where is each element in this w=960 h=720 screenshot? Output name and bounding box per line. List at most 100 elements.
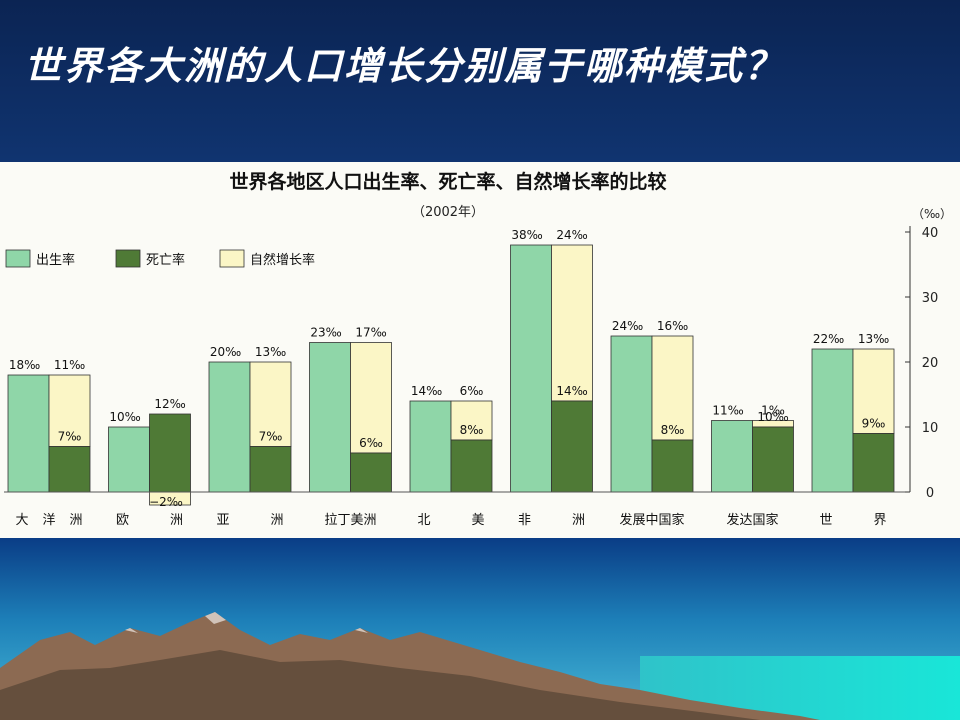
data-label-natural-growth: −2‰ [149,495,183,509]
y-tick-label: 40 [922,226,939,241]
category-label-char: 界 [873,513,886,528]
legend-swatch [5,249,31,268]
category-labels: 大洋洲欧洲亚洲拉丁美洲北美非洲发展中国家 发达国家世界 [15,512,886,528]
bar-natural-growth [350,342,392,454]
y-tick-label: 10 [922,421,939,436]
bar-group: 22‰ 13‰ 9‰ [811,332,895,493]
mountain-shade [0,650,760,720]
data-label-death-rate: 8‰ [661,423,685,437]
bar-natural-growth [852,348,895,434]
data-label-death-rate: 9‰ [862,417,886,431]
data-label-birth-rate: 38‰ [511,228,542,242]
data-label-death-rate: 8‰ [460,423,484,437]
bar-group: 20‰ 13‰ 7‰ [208,345,292,493]
legend-label: 出生率 [36,252,75,268]
bar-natural-growth [551,244,593,402]
legend-swatch [115,249,141,268]
category-label-char: 美 [471,513,484,528]
header-band [0,0,960,162]
data-label-natural-growth: 1‰ [761,404,785,418]
category-label-char: 欧 [116,513,129,528]
bar-death-rate [350,452,392,493]
bar-chart: 世界各地区人口出生率、死亡率、自然增长率的比较 （2002年） （‰） 出生率 死… [4,170,952,528]
bar-death-rate [651,439,694,493]
data-label-birth-rate: 14‰ [411,384,442,398]
bar-death-rate [752,426,794,493]
category-label-char: 大 [15,513,28,528]
data-label-natural-growth: 17‰ [355,326,386,340]
bar-group: 38‰ 24‰ 14‰ [510,228,593,493]
bar-birth-rate [309,342,351,493]
y-axis-unit: （‰） [912,207,952,221]
category-label-char: 洲 [270,513,283,528]
data-label-birth-rate: 24‰ [612,319,643,333]
data-label-death-rate: 10‰ [757,410,788,424]
bar-death-rate [852,433,895,493]
data-label-natural-growth: 6‰ [460,384,484,398]
chart-title: 世界各地区人口出生率、死亡率、自然增长率的比较 [229,170,666,193]
bar-group: 18‰ 11‰ 7‰ [7,358,91,493]
bar-death-rate [551,400,593,493]
category-label-char: 洲 [170,513,183,528]
bar-group: 24‰ 16‰ 8‰ [610,319,694,493]
bar-group: 10‰ 12‰ −2‰ [108,397,191,509]
category-label-char: 世 [819,513,832,528]
data-label-death-rate: 7‰ [259,430,283,444]
bar-natural-growth [450,400,493,441]
data-label-natural-growth: 11‰ [54,358,85,372]
category-label: 发达国家 [726,512,778,528]
data-label-natural-growth: 13‰ [255,345,286,359]
data-label-death-rate: 14‰ [556,384,587,398]
bar-death-rate [450,439,493,493]
bar-birth-rate [208,361,251,493]
data-label-death-rate: 7‰ [58,430,82,444]
bar-group: 14‰ 6‰ 8‰ [409,384,493,493]
bar-group: 11‰ 1‰10‰ [711,404,794,493]
chart-legend: 出生率 死亡率 自然增长率 [5,249,315,268]
chart-subtitle: （2002年） [412,205,484,220]
bar-death-rate [249,446,292,493]
y-tick-label: 30 [922,291,939,306]
bar-birth-rate [510,244,552,493]
bar-natural-growth [651,335,694,441]
category-label-char: 北 [417,513,430,528]
bars-group: 18‰ 11‰ 7‰ 10‰ 12‰ −2‰ 20‰ 13‰ 7‰ 23‰ 17‰ 6‰ 14‰ 6‰ 8‰… [4,228,905,509]
bar-birth-rate [610,335,653,493]
bar-natural-growth [249,361,292,447]
bar-birth-rate [409,400,452,493]
category-label-char: 洋 [42,513,55,528]
bar-birth-rate [711,420,753,493]
category-label: 发展中国家 [619,512,684,528]
legend-swatch [219,249,245,268]
bar-death-rate [48,446,91,493]
legend-label: 自然增长率 [250,252,315,268]
bar-birth-rate [811,348,854,493]
legend-label: 死亡率 [146,252,185,268]
bar-natural-growth [48,374,91,447]
data-label-death-rate: 6‰ [359,436,383,450]
data-label-birth-rate: 10‰ [109,410,140,424]
bar-death-rate [149,413,191,493]
data-label-death-rate: 12‰ [154,397,185,411]
category-label: 拉丁美洲 [324,513,376,528]
data-label-natural-growth: 13‰ [858,332,889,346]
data-label-birth-rate: 11‰ [712,404,743,418]
data-label-natural-growth: 24‰ [556,228,587,242]
data-label-birth-rate: 18‰ [9,358,40,372]
chart-panel: 世界各地区人口出生率、死亡率、自然增长率的比较 （2002年） （‰） 出生率 死… [0,162,960,538]
bar-birth-rate [7,374,50,493]
bar-birth-rate [108,426,150,493]
data-label-birth-rate: 23‰ [310,326,341,340]
category-label-char: 非 [518,513,531,528]
category-label-char: 洲 [572,513,585,528]
data-label-birth-rate: 22‰ [813,332,844,346]
data-label-natural-growth: 16‰ [657,319,688,333]
category-label-char: 洲 [69,513,82,528]
data-label-birth-rate: 20‰ [210,345,241,359]
y-tick-label: 20 [922,356,939,371]
category-label-char: 亚 [216,513,229,528]
y-axis: 0 10 20 30 40 [905,226,938,501]
y-tick-label: 0 [926,486,934,501]
bar-group: 23‰ 17‰ 6‰ [309,326,392,493]
